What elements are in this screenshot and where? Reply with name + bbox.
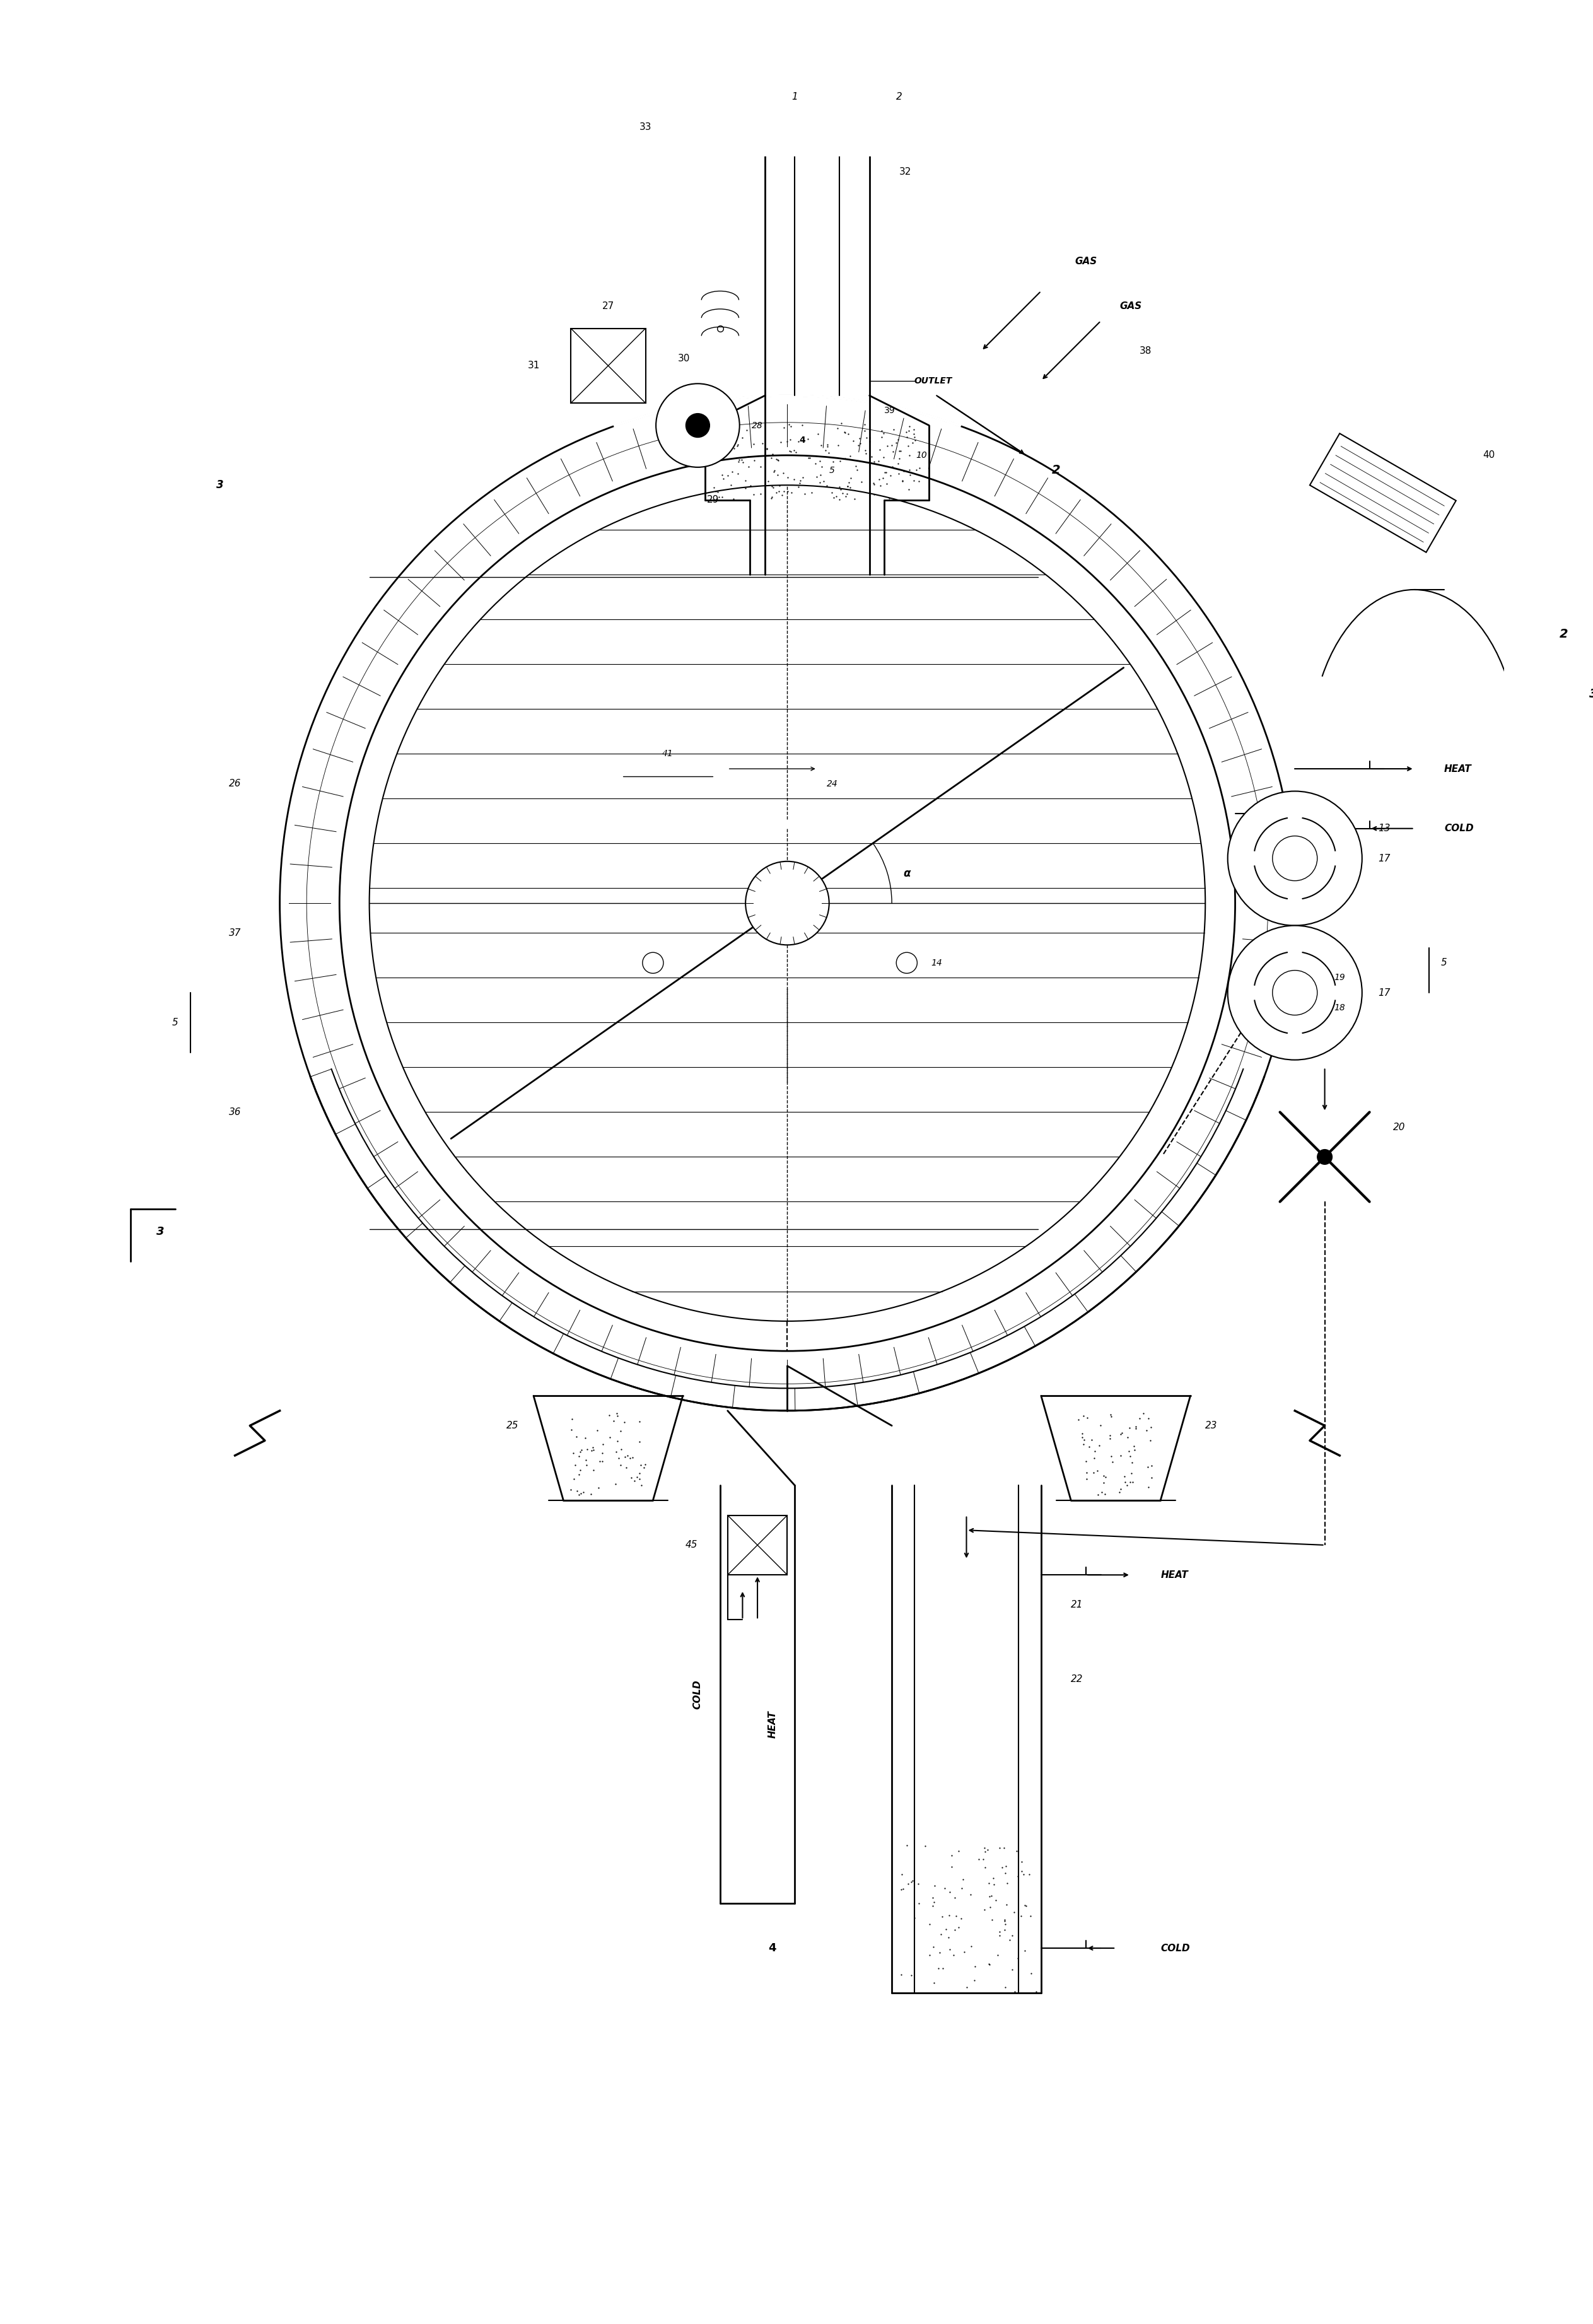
Text: 5: 5 (830, 465, 835, 474)
Text: HEAT: HEAT (768, 1710, 777, 1738)
Text: 4: 4 (768, 1943, 776, 1954)
Text: 2: 2 (897, 93, 902, 102)
Text: 38: 38 (1139, 346, 1152, 356)
Text: HEAT: HEAT (1161, 1571, 1188, 1580)
Text: 36: 36 (229, 1109, 241, 1118)
Text: 2: 2 (1560, 627, 1568, 641)
Circle shape (746, 862, 828, 946)
Polygon shape (615, 30, 675, 74)
Text: 45: 45 (685, 1541, 698, 1550)
Circle shape (1228, 790, 1362, 925)
Text: COLD: COLD (693, 1680, 703, 1708)
Text: HEAT: HEAT (1445, 765, 1472, 774)
Text: 17: 17 (1378, 988, 1391, 997)
Text: 13: 13 (1378, 823, 1391, 834)
Text: α: α (903, 867, 910, 878)
Text: 31: 31 (527, 360, 540, 370)
Text: 23: 23 (1206, 1420, 1217, 1429)
Circle shape (1273, 837, 1317, 881)
Text: 22: 22 (1070, 1676, 1083, 1685)
Text: 37: 37 (229, 927, 241, 939)
Text: COLD: COLD (1445, 823, 1474, 834)
Circle shape (1273, 971, 1317, 1016)
Bar (728, 1515, 787, 1576)
Circle shape (687, 414, 710, 437)
Text: 18: 18 (1333, 1004, 1344, 1011)
Text: 3: 3 (156, 1225, 164, 1236)
Text: 32: 32 (900, 167, 911, 177)
Text: 30: 30 (679, 353, 690, 363)
Text: OUTLET: OUTLET (914, 376, 953, 386)
Text: 29: 29 (707, 495, 718, 504)
Text: 25: 25 (507, 1420, 519, 1429)
Text: 5: 5 (1442, 957, 1446, 967)
Text: 28: 28 (752, 421, 763, 430)
Text: 39: 39 (884, 407, 895, 416)
Circle shape (339, 456, 1235, 1350)
Text: 27: 27 (602, 302, 615, 311)
Text: COLD: COLD (1161, 1943, 1190, 1952)
Polygon shape (311, 1069, 1265, 1411)
Text: 17: 17 (1378, 853, 1391, 862)
Text: 40: 40 (1483, 451, 1494, 460)
Text: 26: 26 (229, 779, 241, 788)
Text: 33: 33 (639, 123, 652, 132)
Circle shape (656, 383, 739, 467)
Bar (570, 328, 645, 402)
Text: 5: 5 (172, 1018, 178, 1027)
Text: GAS: GAS (1120, 302, 1142, 311)
Text: 3: 3 (1590, 688, 1593, 700)
Text: 41: 41 (663, 748, 674, 758)
Text: 3: 3 (217, 479, 223, 490)
Text: 19: 19 (1333, 974, 1344, 983)
Text: 14: 14 (930, 957, 941, 967)
Circle shape (1317, 1150, 1332, 1164)
Text: 24: 24 (827, 779, 838, 788)
Text: GAS: GAS (1075, 256, 1098, 265)
Text: 20: 20 (1394, 1122, 1405, 1132)
Text: 10: 10 (916, 451, 927, 460)
Circle shape (1228, 925, 1362, 1060)
Circle shape (280, 395, 1295, 1411)
Bar (1309, 435, 1456, 553)
Text: 2: 2 (1051, 465, 1061, 476)
Text: 21: 21 (1070, 1599, 1083, 1611)
Text: 1: 1 (792, 93, 798, 102)
Text: 4: 4 (800, 437, 806, 444)
